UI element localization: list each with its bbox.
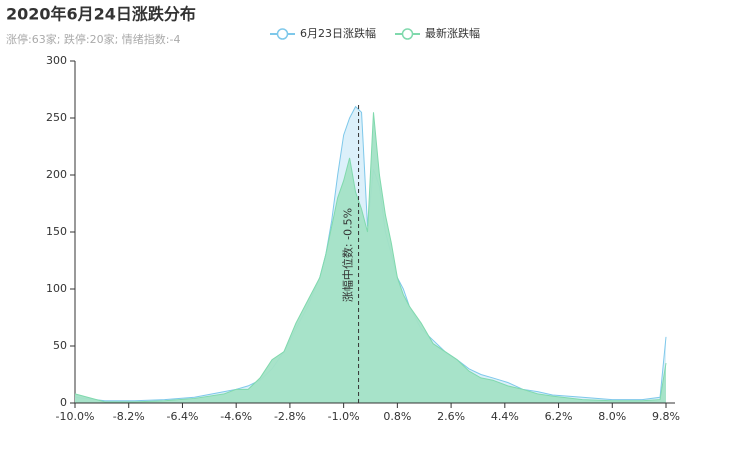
legend-label[interactable]: 最新涨跌幅 <box>425 26 480 40</box>
line <box>74 112 667 403</box>
x-tick-label: 8.0% <box>598 410 626 423</box>
legend-label[interactable]: 6月23日涨跌幅 <box>300 26 376 40</box>
x-tick-label: -10.0% <box>56 410 95 423</box>
chart-title: 2020年6月24日涨跌分布 <box>6 5 196 24</box>
y-tick-label: 50 <box>53 339 67 352</box>
x-tick-label: -1.0% <box>328 410 360 423</box>
chart-subtitle: 涨停:63家; 跌停:20家; 情绪指数:-4 <box>6 32 181 46</box>
y-tick-label: 200 <box>46 168 67 181</box>
legend-icon[interactable] <box>276 28 289 40</box>
y-tick-label: 0 <box>60 396 67 409</box>
x-tick-label: 9.8% <box>652 410 680 423</box>
area <box>75 112 666 404</box>
x-tick-label: -4.6% <box>220 410 252 423</box>
y-tick-label: 150 <box>46 225 67 238</box>
legend-icon[interactable] <box>401 28 414 40</box>
x-tick-label: 2.6% <box>437 410 465 423</box>
y-tick-label: 250 <box>46 111 67 124</box>
y-tick-label: 100 <box>46 282 67 295</box>
x-tick-label: -8.2% <box>113 410 145 423</box>
x-tick-label: 4.4% <box>491 410 519 423</box>
x-tick-label: -2.8% <box>274 410 306 423</box>
x-tick-label: 0.8% <box>383 410 411 423</box>
x-tick-label: 6.2% <box>545 410 573 423</box>
y-tick-label: 300 <box>46 54 67 67</box>
x-tick-label: -6.4% <box>166 410 198 423</box>
median-label: 涨幅中位数: -0.5% <box>341 208 355 302</box>
